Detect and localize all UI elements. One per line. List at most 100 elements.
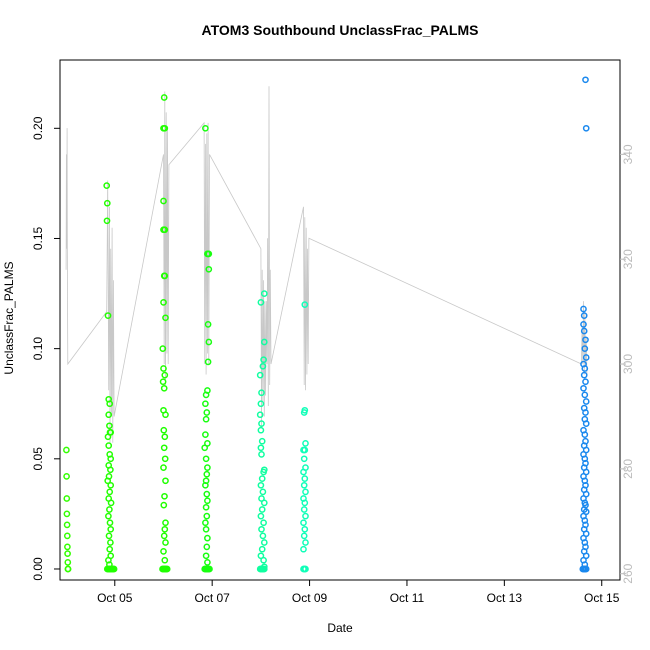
x-tick-label: Oct 07 — [194, 591, 230, 605]
data-point — [107, 481, 115, 489]
data-point — [204, 464, 211, 471]
x-tick-label: Oct 05 — [97, 591, 133, 605]
data-point — [300, 455, 308, 463]
data-point — [160, 464, 167, 471]
data-point — [162, 539, 169, 546]
data-point — [582, 336, 589, 344]
data-point — [159, 345, 167, 352]
data-point — [257, 444, 265, 452]
data-point — [104, 433, 112, 441]
data-point — [64, 565, 72, 573]
data-point — [160, 532, 168, 540]
data-point — [202, 503, 210, 511]
data-point — [580, 305, 587, 313]
data-point — [161, 455, 169, 463]
data-point — [204, 559, 211, 566]
data-point — [63, 532, 71, 540]
data-point — [258, 389, 265, 397]
y2-tick-label: 280 — [621, 459, 635, 479]
data-point — [205, 338, 213, 346]
data-point — [104, 312, 112, 319]
x-axis: Oct 05 Oct 07 Oct 09 Oct 11 Oct 13 Oct 15 — [97, 580, 620, 605]
data-point — [64, 559, 72, 566]
data-point — [260, 356, 267, 364]
data-point — [202, 481, 209, 489]
data-point — [300, 409, 308, 416]
data-point — [205, 250, 213, 258]
data-point — [300, 468, 307, 476]
data-point — [203, 409, 211, 416]
data-point — [160, 548, 167, 555]
data-point — [580, 384, 587, 392]
data-point — [106, 506, 113, 513]
data-point — [260, 499, 268, 507]
data-point — [63, 521, 71, 529]
data-point — [105, 411, 113, 419]
x-axis-label: Date — [327, 621, 353, 635]
data-point — [106, 488, 114, 496]
data-point — [63, 510, 71, 518]
data-point — [203, 512, 211, 520]
data-point — [159, 378, 167, 386]
y2-tick-label: 340 — [621, 144, 635, 164]
data-point — [160, 299, 167, 306]
data-point — [202, 525, 210, 533]
data-point — [259, 488, 267, 496]
data-point — [258, 437, 266, 445]
data-point — [258, 545, 266, 553]
data-point — [260, 519, 267, 527]
data-point — [204, 497, 211, 505]
data-point — [260, 338, 268, 346]
data-point — [202, 455, 210, 463]
data-point — [260, 290, 268, 297]
data-point — [202, 415, 210, 423]
data-point — [63, 446, 70, 454]
data-point — [64, 543, 71, 551]
data-point — [162, 519, 169, 527]
x-tick-label: Oct 15 — [584, 591, 620, 605]
data-point — [103, 199, 111, 207]
data-point — [259, 532, 267, 540]
data-point — [107, 525, 115, 533]
data-point — [103, 217, 111, 225]
chart-title: ATOM3 Southbound UnclassFrac_PALMS — [202, 22, 479, 38]
data-point — [202, 431, 209, 438]
data-point — [257, 426, 265, 434]
data-point — [300, 519, 307, 527]
data-point — [300, 506, 308, 513]
x-tick-label: Oct 09 — [292, 591, 328, 605]
data-point — [202, 552, 210, 560]
data-point — [300, 446, 307, 454]
data-point — [582, 409, 589, 416]
data-point — [204, 358, 212, 366]
data-point — [204, 534, 211, 542]
data-point — [162, 314, 169, 322]
data-point — [301, 499, 309, 507]
y2-tick-label: 320 — [621, 249, 635, 269]
data-point — [580, 321, 587, 328]
y-tick-label: 0.00 — [31, 557, 45, 581]
data-point — [260, 556, 267, 564]
data-point — [302, 565, 309, 573]
x-tick-label: Oct 11 — [390, 591, 425, 605]
data-point — [203, 543, 211, 551]
data-point — [302, 488, 309, 496]
data-point — [160, 94, 168, 101]
data-point — [256, 411, 264, 419]
data-point — [202, 391, 210, 399]
data-point — [206, 565, 213, 573]
data-point — [104, 477, 112, 485]
data-point — [161, 433, 169, 441]
data-point — [162, 477, 169, 485]
data-point — [202, 519, 209, 527]
data-point — [582, 565, 590, 573]
data-point — [302, 440, 309, 447]
data-point — [301, 301, 309, 308]
data-point — [160, 365, 167, 372]
data-point — [580, 327, 588, 335]
data-point — [582, 76, 589, 84]
data-point — [258, 506, 266, 513]
data-point — [201, 444, 209, 452]
data-point — [161, 556, 169, 564]
